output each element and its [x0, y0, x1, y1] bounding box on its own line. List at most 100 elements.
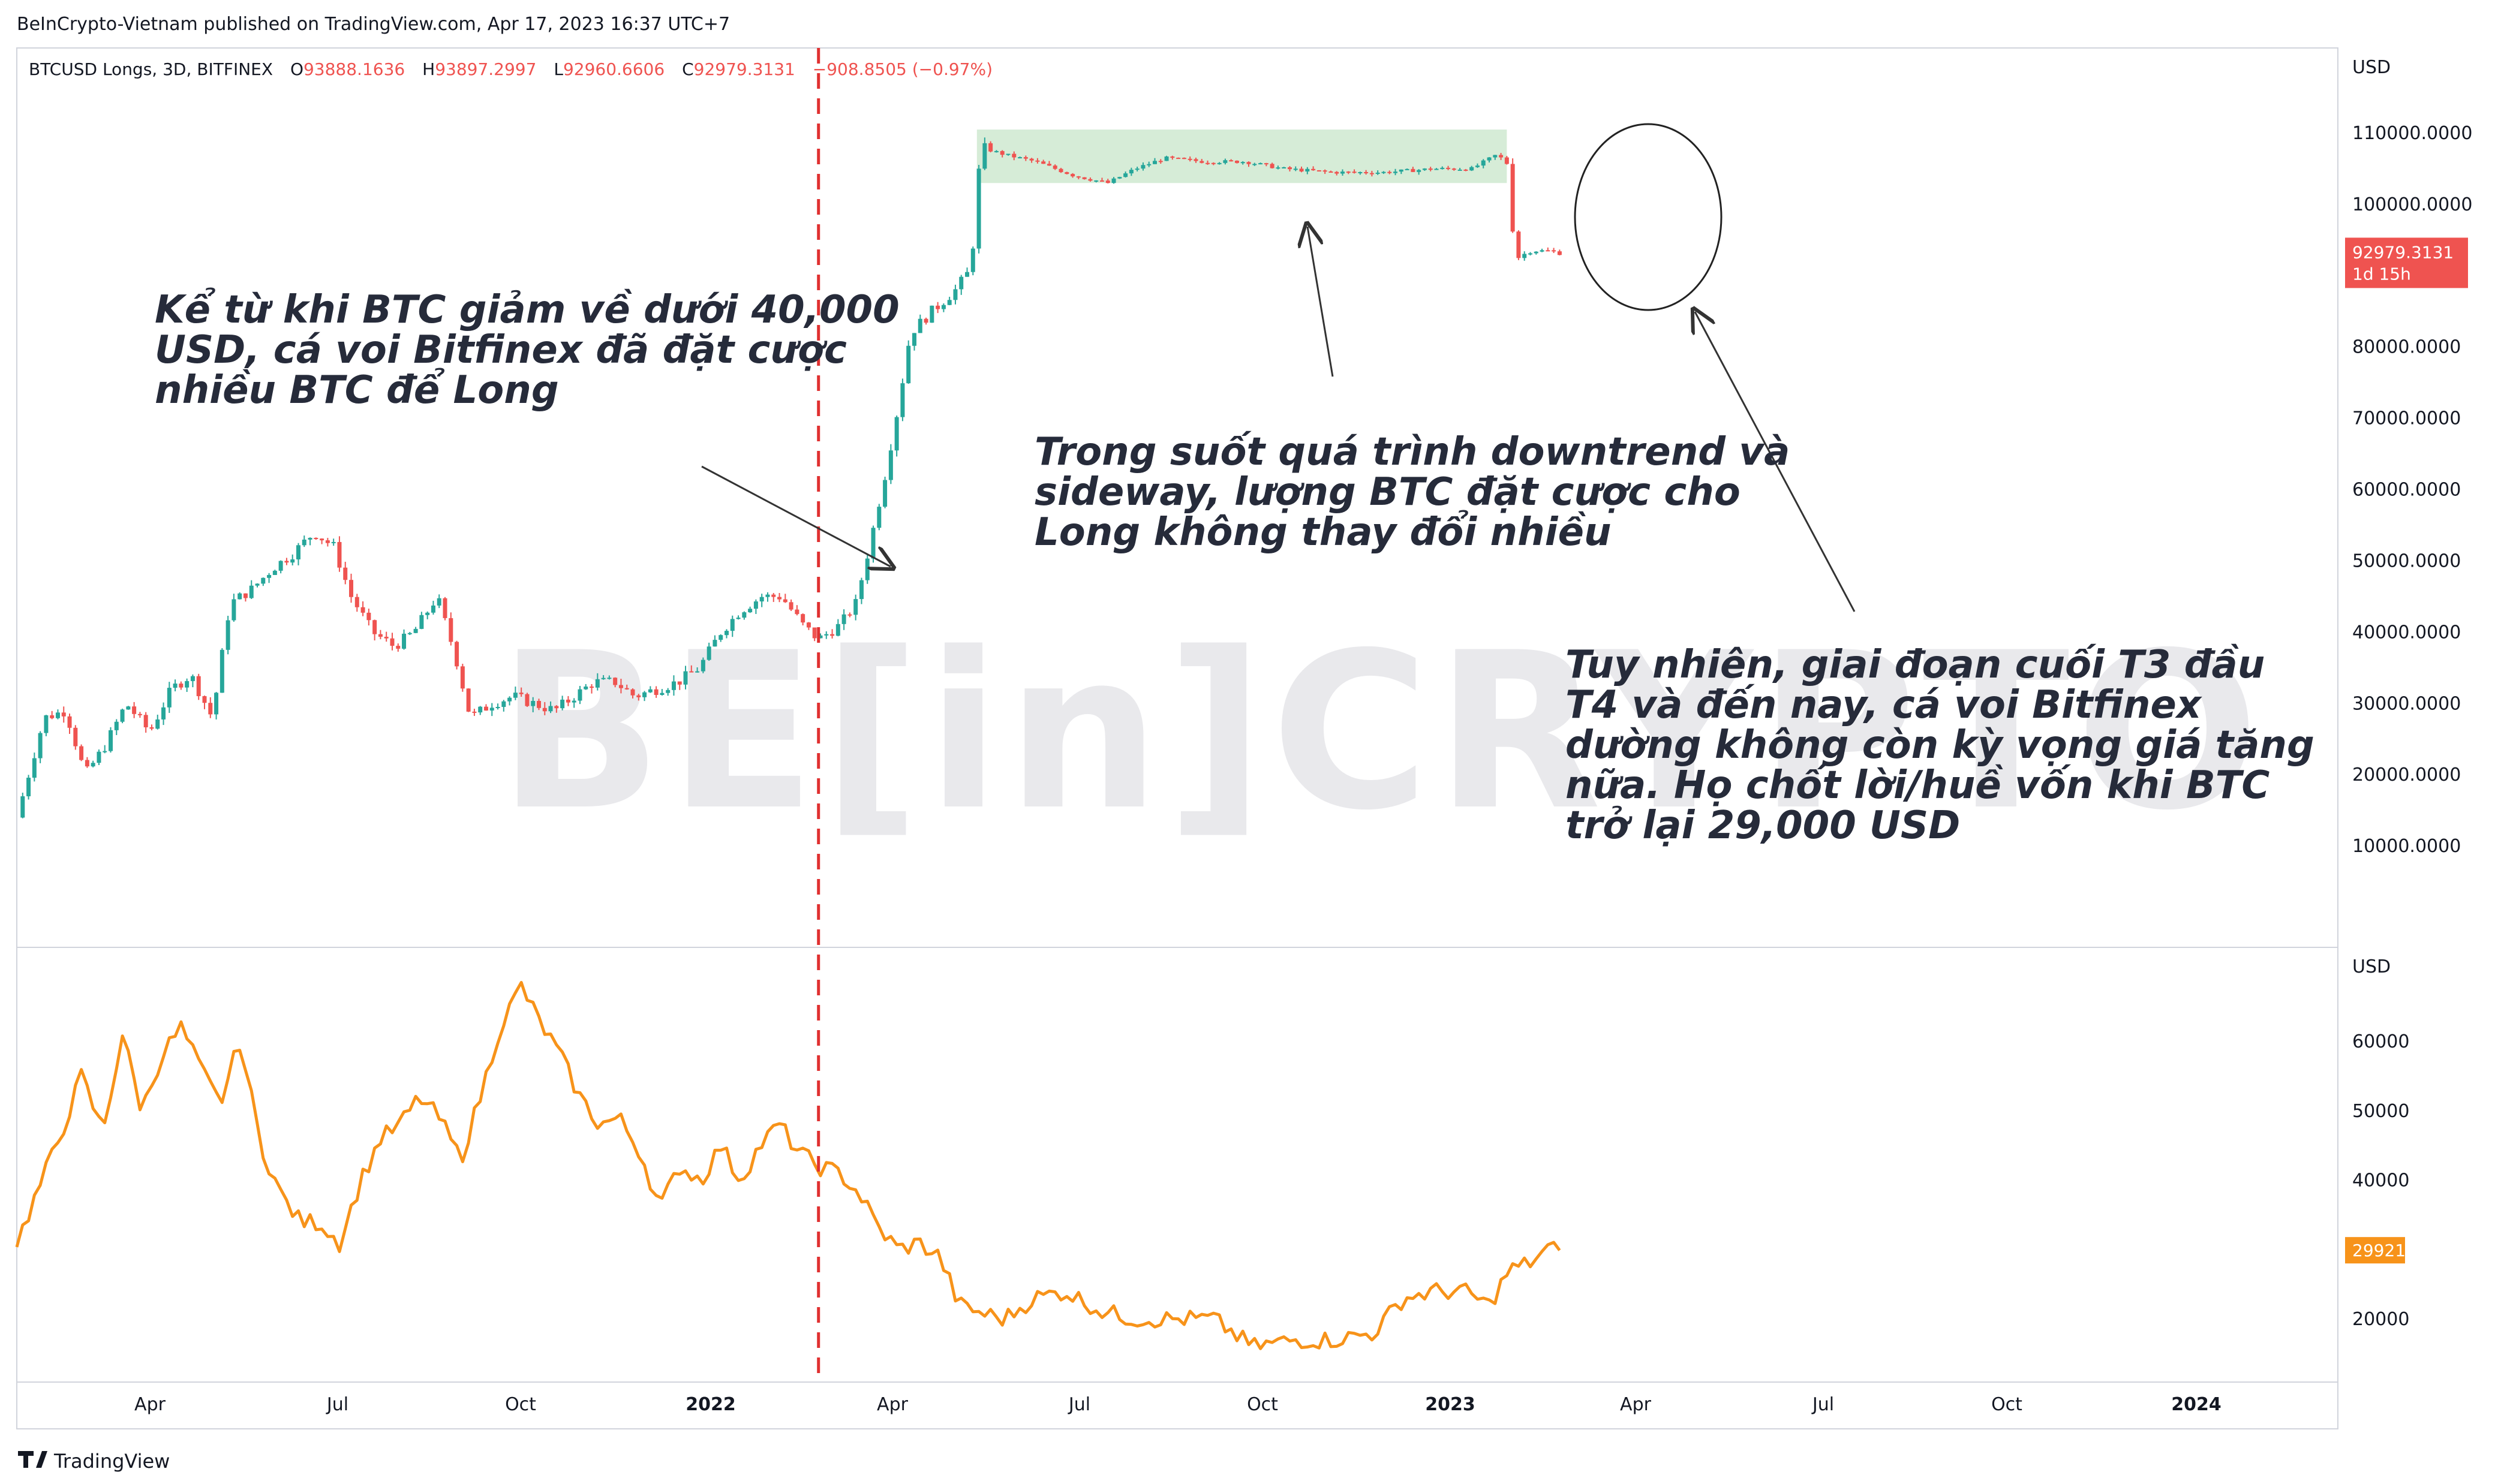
candle-body — [1399, 169, 1403, 172]
candle-body — [1099, 180, 1104, 182]
candle-body — [97, 751, 101, 763]
candle-body — [1499, 155, 1504, 158]
candle-body — [507, 697, 512, 702]
tradingview-logo[interactable]: TradingView — [18, 1450, 170, 1473]
candle-body — [1123, 173, 1128, 177]
candle-body — [1375, 172, 1380, 174]
candle-body — [1475, 165, 1480, 167]
candle-body — [1147, 164, 1152, 165]
candle-body — [601, 678, 606, 679]
candle-body — [349, 580, 354, 597]
candle-countdown: 1d 15h — [2352, 264, 2411, 284]
candle-body — [548, 706, 553, 712]
candle-body — [26, 778, 31, 797]
candle-body — [924, 318, 928, 323]
upper-y-tick: 110000.0000 — [2352, 123, 2472, 144]
sideway-range-box[interactable] — [976, 130, 1507, 183]
candle-body — [1065, 172, 1069, 174]
candle-body — [636, 695, 641, 697]
candle-body — [419, 615, 424, 629]
candle-body — [1211, 162, 1216, 164]
annotation-1: Kể từ khi BTC giảm về dưới 40,000 USD, c… — [155, 287, 913, 413]
candle-body — [1405, 168, 1409, 170]
candle-body — [143, 715, 148, 727]
candle-body — [584, 687, 588, 690]
candle-body — [460, 666, 465, 689]
candle-body — [1446, 167, 1451, 169]
candle-body — [1000, 150, 1005, 155]
candle-body — [214, 693, 219, 715]
candle-body — [1510, 164, 1515, 232]
candle-body — [1487, 157, 1492, 161]
candle-body — [1305, 168, 1310, 171]
candle-body — [683, 671, 688, 685]
upper-y-tick: 20000.0000 — [2352, 764, 2461, 785]
candle-body — [1504, 157, 1509, 164]
x-tick: Jul — [1811, 1394, 1834, 1415]
candle-body — [243, 593, 248, 598]
candle-body — [1358, 172, 1363, 174]
candle-body — [976, 168, 981, 249]
candle-body — [73, 727, 78, 746]
drop-highlight-ellipse[interactable] — [1574, 123, 1723, 311]
candle-body — [1417, 170, 1421, 172]
arrow-to-dashed-line[interactable] — [701, 465, 891, 567]
arrow-to-range-box[interactable] — [1307, 227, 1334, 377]
candle-body — [354, 597, 359, 607]
time-axis[interactable] — [16, 1381, 2338, 1429]
tradingview-logo-icon — [18, 1451, 47, 1468]
candle-body — [654, 689, 659, 696]
ohlc-legend: BTCUSD Longs, 3D, BITFINEX O93888.1636 H… — [29, 59, 993, 79]
candle-body — [331, 541, 336, 543]
candle-body — [132, 706, 137, 714]
candle-body — [618, 685, 623, 688]
candle-body — [613, 678, 618, 685]
candle-body — [835, 624, 840, 636]
legend-c-label: C — [682, 59, 694, 79]
candle-body — [642, 692, 647, 697]
candle-body — [1012, 153, 1017, 158]
candle-body — [360, 607, 365, 613]
candle-body — [1059, 168, 1063, 173]
publisher-line: BeInCrypto-Vietnam published on TradingV… — [17, 14, 730, 35]
candle-body — [542, 708, 547, 712]
candle-body — [261, 577, 266, 584]
upper-unit-label: USD — [2352, 57, 2391, 78]
candle-body — [1094, 180, 1099, 182]
candle-body — [1182, 158, 1186, 159]
candle-body — [1276, 167, 1280, 169]
candle-body — [220, 649, 224, 693]
candle-body — [812, 627, 817, 639]
upper-y-ticks: 110000.0000100000.000090000.000080000.00… — [2352, 123, 2472, 857]
candle-body — [1223, 160, 1228, 163]
arrow-to-ellipse[interactable] — [1695, 312, 1856, 612]
candle-body — [308, 538, 312, 540]
candle-body — [366, 612, 371, 621]
lower-pane[interactable] — [16, 947, 2338, 1383]
candle-body — [267, 574, 272, 578]
candle-body — [466, 688, 471, 712]
candle-body — [38, 733, 43, 758]
legend-c-value: 92979.3131 — [694, 59, 795, 79]
candle-body — [372, 620, 377, 634]
candle-body — [284, 561, 289, 563]
lower-last-value: 29921 — [2352, 1241, 2406, 1260]
candle-body — [941, 305, 946, 309]
x-tick: Oct — [1247, 1394, 1278, 1415]
candle-body — [1469, 167, 1474, 171]
candle-body — [114, 721, 119, 730]
candle-body — [378, 634, 383, 637]
candle-body — [1035, 160, 1040, 162]
candle-body — [1141, 165, 1146, 169]
candle-body — [777, 597, 782, 600]
candle-body — [1522, 254, 1527, 258]
candle-body — [425, 612, 430, 615]
candle-body — [149, 727, 154, 729]
candle-body — [818, 635, 823, 639]
candle-body — [61, 712, 66, 717]
last-price-value: 92979.3131 — [2352, 242, 2454, 262]
candle-body — [789, 602, 793, 610]
candle-body — [155, 719, 160, 729]
candle-body — [554, 706, 559, 709]
candle-body — [238, 593, 242, 600]
